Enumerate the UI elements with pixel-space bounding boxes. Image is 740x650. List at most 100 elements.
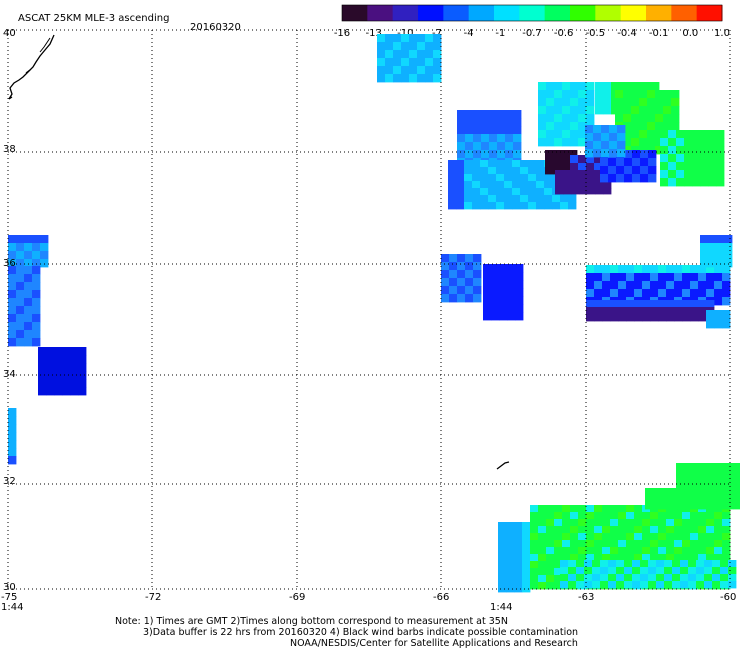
data-cell	[643, 82, 652, 91]
data-cell	[24, 298, 33, 307]
data-cell	[692, 138, 701, 147]
data-cell	[688, 560, 697, 568]
data-cell	[425, 50, 434, 59]
data-cell	[552, 195, 561, 203]
data-cell	[725, 488, 734, 496]
data-cell	[700, 178, 709, 187]
data-cell	[520, 195, 529, 203]
data-cell	[546, 512, 555, 520]
data-cell	[600, 174, 609, 183]
data-cell	[716, 178, 725, 187]
data-cell	[722, 310, 731, 317]
data-cell	[417, 34, 426, 43]
data-cell	[441, 270, 450, 279]
data-cell	[545, 158, 554, 167]
data-cell	[504, 195, 513, 203]
data-cell	[603, 182, 612, 189]
data-cell	[16, 243, 25, 252]
data-cell	[610, 540, 619, 548]
data-cell	[496, 202, 505, 210]
data-cell	[666, 540, 675, 548]
data-cell	[624, 150, 633, 159]
data-cell	[507, 288, 516, 297]
data-cell	[650, 554, 659, 562]
data-cell	[514, 564, 523, 572]
data-cell	[464, 167, 473, 175]
data-cell	[698, 300, 707, 308]
data-cell	[602, 273, 611, 282]
data-cell	[528, 167, 537, 175]
data-cell	[409, 74, 418, 83]
data-cell	[701, 495, 710, 503]
data-cell	[456, 167, 465, 175]
data-cell	[520, 160, 529, 168]
data-cell	[623, 114, 632, 123]
colorbar-label: -0.5	[586, 28, 606, 39]
data-cell	[498, 522, 507, 530]
data-cell	[586, 106, 595, 115]
data-cell	[716, 484, 725, 492]
data-cell	[714, 281, 723, 290]
data-cell	[658, 265, 667, 274]
data-cell	[417, 42, 426, 51]
data-cell	[594, 314, 603, 322]
data-cell	[8, 235, 17, 244]
data-cell	[696, 581, 705, 589]
data-cell	[465, 142, 474, 151]
data-cell	[602, 540, 611, 548]
data-cell	[661, 488, 670, 496]
data-cell	[610, 547, 619, 555]
data-cell	[656, 567, 665, 575]
data-cell	[38, 387, 47, 396]
data-cell	[623, 98, 632, 107]
data-cell	[515, 288, 524, 297]
data-cell	[449, 270, 458, 279]
data-cell	[506, 522, 515, 530]
data-cell	[32, 322, 41, 331]
data-cell	[8, 408, 17, 417]
data-cell	[578, 505, 587, 513]
data-cell	[546, 138, 555, 147]
data-cell	[585, 125, 594, 134]
data-cell	[634, 307, 643, 315]
data-cell	[8, 456, 17, 465]
data-cell	[684, 138, 693, 147]
data-cell	[488, 167, 497, 175]
data-cell	[682, 281, 691, 290]
data-cell	[709, 488, 718, 496]
data-cell	[560, 195, 569, 203]
data-cell	[642, 526, 651, 534]
data-cell	[587, 176, 596, 183]
data-cell	[650, 281, 659, 290]
data-cell	[499, 272, 508, 281]
data-cell	[610, 533, 619, 541]
data-cell	[634, 300, 643, 308]
data-cell	[593, 133, 602, 142]
data-cell	[698, 547, 707, 555]
time-label: 1:44	[490, 602, 512, 613]
data-cell	[706, 289, 715, 298]
data-cell	[385, 34, 394, 43]
data-cell	[660, 178, 669, 187]
data-cell	[610, 314, 619, 322]
data-cell	[684, 162, 693, 171]
data-cell	[615, 90, 624, 99]
data-cell	[724, 484, 733, 492]
data-cell	[640, 174, 649, 183]
data-cell	[491, 280, 500, 289]
data-cell	[488, 181, 497, 189]
data-cell	[568, 560, 577, 568]
data-cell	[481, 134, 490, 143]
data-cell	[544, 188, 553, 196]
data-cell	[706, 316, 715, 323]
data-cell	[457, 150, 466, 159]
data-cell	[472, 181, 481, 189]
data-cell	[714, 554, 723, 562]
data-cell	[704, 574, 713, 582]
data-cell	[24, 330, 33, 339]
data-cell	[457, 262, 466, 271]
data-cell	[602, 519, 611, 527]
data-cell	[661, 502, 670, 510]
data-cell	[668, 138, 677, 147]
data-cell	[489, 126, 498, 135]
